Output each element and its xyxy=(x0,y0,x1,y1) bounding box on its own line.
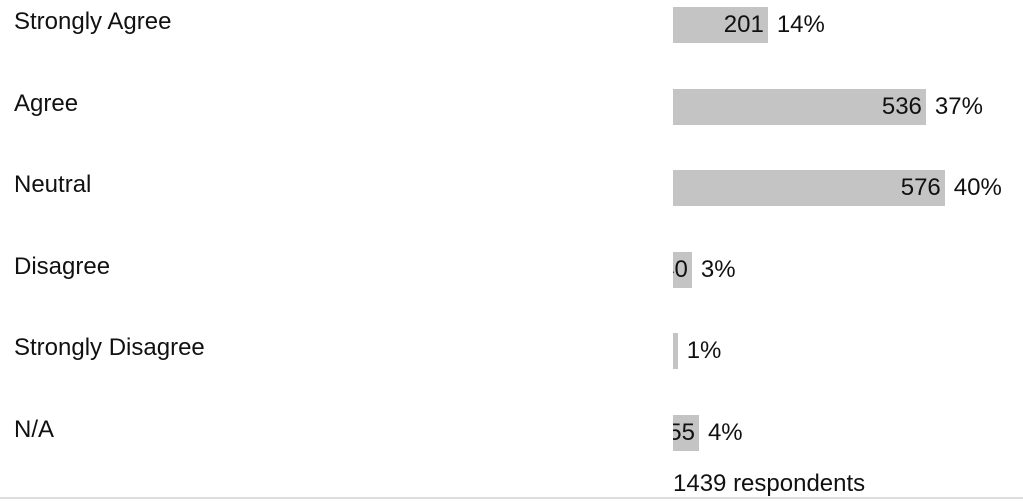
bar: 10 xyxy=(673,333,678,370)
row-label: Strongly Disagree xyxy=(14,334,205,362)
bar-count: 10 xyxy=(673,333,678,369)
row-label: Agree xyxy=(14,89,79,117)
bar-count: 55 xyxy=(673,419,695,446)
bar-count: 201 xyxy=(723,11,764,38)
percent: 3% xyxy=(700,255,736,283)
row-label: Strongly Agree xyxy=(14,8,172,35)
respondents-count: 1439 xyxy=(673,470,727,497)
respondents-text: respondents xyxy=(733,470,866,497)
respondents: 1439 respondents xyxy=(673,466,865,502)
bar-count: 40 xyxy=(673,255,688,283)
bar: 536 xyxy=(673,88,926,125)
row-label: N/A xyxy=(14,416,55,443)
percent: 1% xyxy=(686,337,722,365)
percent: 14% xyxy=(776,11,825,38)
bar-count: 576 xyxy=(900,174,941,202)
bar: 201 xyxy=(673,7,768,43)
bar: 40 xyxy=(673,251,692,288)
row-label: Disagree xyxy=(14,252,111,280)
bar: 576 xyxy=(673,170,945,207)
bar-count: 536 xyxy=(881,92,922,120)
row-label: Neutral xyxy=(14,171,92,199)
divider xyxy=(0,497,1023,499)
bar: 55 xyxy=(673,415,699,451)
percent: 4% xyxy=(707,419,743,446)
percent: 37% xyxy=(934,92,983,120)
percent: 40% xyxy=(953,174,1002,202)
